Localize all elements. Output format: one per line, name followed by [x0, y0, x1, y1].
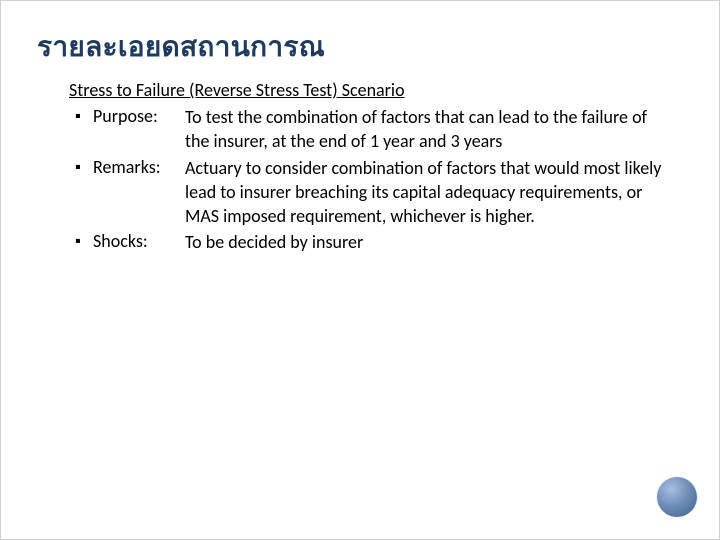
item-row: ▪ Shocks: To be decided by insurer [69, 230, 663, 254]
item-label: Shocks: [93, 230, 185, 252]
sphere-ornament-icon [657, 477, 697, 517]
item-value: To be decided by insurer [185, 230, 663, 254]
item-label: Remarks: [93, 156, 185, 178]
item-value: Actuary to consider combination of facto… [185, 156, 663, 229]
bullet-icon: ▪ [69, 230, 93, 251]
item-label: Purpose: [93, 105, 185, 127]
item-row: ▪ Remarks: Actuary to consider combinati… [69, 156, 663, 229]
item-value: To test the combination of factors that … [185, 105, 663, 154]
bullet-icon: ▪ [69, 156, 93, 177]
bullet-icon: ▪ [69, 105, 93, 126]
item-row: ▪ Purpose: To test the combination of fa… [69, 105, 663, 154]
slide-content: Stress to Failure (Reverse Stress Test) … [37, 79, 683, 255]
slide-title: รายละเอยดสถานการณ [37, 25, 683, 69]
slide-container: รายละเอยดสถานการณ Stress to Failure (Rev… [1, 1, 719, 539]
scenario-title: Stress to Failure (Reverse Stress Test) … [69, 79, 663, 101]
